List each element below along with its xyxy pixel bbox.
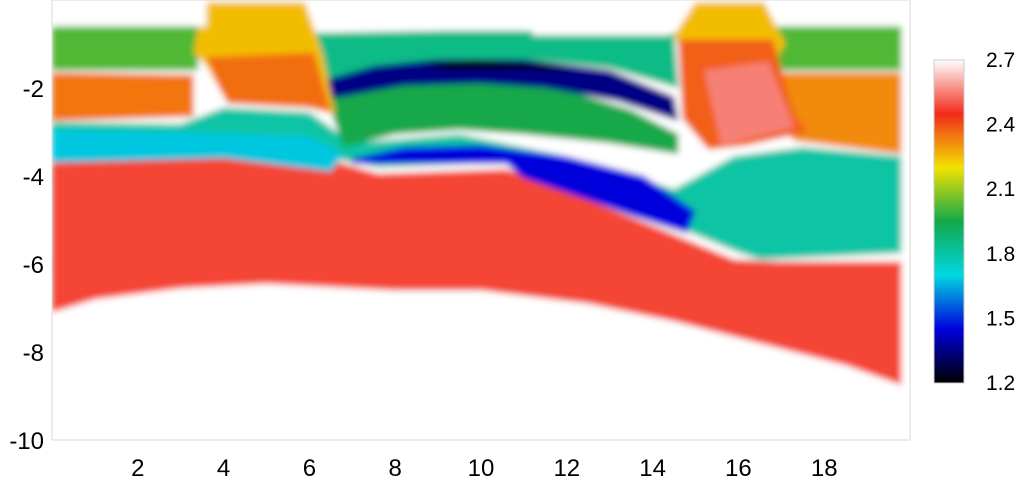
x-tick-label: 12 [553, 455, 580, 482]
x-tick-label: 14 [639, 455, 666, 482]
field-region-12 [772, 72, 902, 154]
field-region-8 [420, 59, 576, 71]
field-region-3 [52, 129, 344, 172]
field-region-11 [52, 72, 194, 121]
plot-frame [51, 0, 911, 441]
x-tick-label: 8 [389, 455, 402, 482]
x-tick-label: 2 [131, 455, 144, 482]
x-tick-label: 4 [217, 455, 230, 482]
field-region-14 [206, 52, 331, 113]
heatmap-field [52, 0, 910, 440]
y-tick-label: -6 [23, 252, 44, 279]
y-tick-label: -2 [23, 76, 44, 103]
field-region-17 [704, 61, 795, 146]
y-axis: -2 -4 -6 -8 -10 [9, 76, 44, 455]
colorbar-tick-label: 1.5 [986, 307, 1015, 330]
colorbar: 1.2 1.5 1.8 2.1 2.4 2.7 [933, 49, 1016, 395]
x-tick-label: 10 [468, 455, 495, 482]
field-region-7 [326, 59, 679, 121]
colorbar-tick-label: 2.7 [986, 49, 1015, 72]
x-tick-label: 18 [811, 455, 838, 482]
x-tick-label: 16 [725, 455, 752, 482]
colorbar-tick-label: 2.1 [986, 178, 1015, 201]
field-region-4 [352, 145, 696, 234]
colorbar-tick-label: 1.8 [986, 243, 1015, 266]
colorbar-scale [933, 59, 965, 384]
field-region-10 [772, 26, 902, 71]
y-tick-label: -10 [9, 428, 44, 455]
x-axis: 2 4 6 8 10 12 14 16 18 [131, 455, 837, 482]
colorbar-tick-label: 2.4 [986, 114, 1016, 137]
field-region-1 [52, 154, 902, 385]
field-region-20 [532, 0, 687, 36]
field-region-19 [305, 0, 439, 31]
field-region-5 [326, 81, 679, 154]
field-region-9 [52, 26, 198, 71]
y-tick-label: -4 [23, 164, 44, 191]
y-tick-label: -8 [23, 340, 44, 367]
field-region-22 [768, 0, 910, 25]
colorbar-tick-label: 1.2 [986, 372, 1015, 395]
x-tick-label: 6 [303, 455, 316, 482]
field-region-21 [52, 0, 203, 25]
